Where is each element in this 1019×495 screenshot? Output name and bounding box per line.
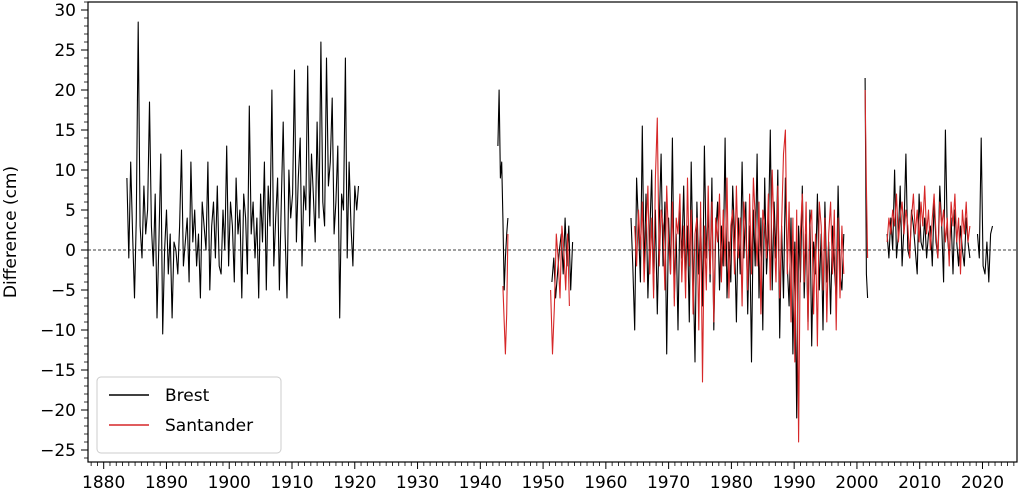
series-line-santander-segment-4 (864, 89, 869, 259)
x-tick-label: 1910 (270, 473, 313, 493)
plot-frame (87, 1, 1018, 463)
legend-box (96, 376, 282, 454)
series-line-santander-segment-3 (634, 117, 845, 443)
x-tick-label: 1930 (396, 473, 439, 493)
legend-label-brest: Brest (165, 386, 210, 406)
y-tick-label: −25 (40, 441, 76, 461)
x-tick-label: 1890 (145, 473, 188, 493)
y-tick-label: −15 (40, 361, 76, 381)
y-tick-label: 5 (65, 201, 76, 221)
y-tick-label: 0 (65, 241, 76, 261)
series-line-santander-segment-5 (886, 185, 971, 275)
y-axis-title: Difference (cm) (1, 166, 21, 298)
y-axis: −25 −20 −15 −10 −5 0 5 10 15 20 25 30 (40, 1, 88, 461)
x-tick-label: 1940 (459, 473, 502, 493)
x-tick-label: 1990 (773, 473, 816, 493)
x-tick-label: 2000 (835, 473, 878, 493)
series-line-santander-segment-2 (550, 225, 570, 355)
x-tick-label: 1970 (647, 473, 690, 493)
y-tick-label: 15 (54, 121, 76, 141)
x-tick-label: 1980 (710, 473, 753, 493)
y-tick-label: −20 (40, 401, 76, 421)
y-tick-label: 30 (54, 1, 76, 21)
x-tick-label: 2010 (898, 473, 941, 493)
x-axis: 1880 1890 1900 1910 1920 1930 1940 1950 1960 1970… (82, 462, 1015, 493)
x-tick-label: 1950 (521, 473, 564, 493)
x-tick-label: 2020 (961, 473, 1004, 493)
legend-label-santander: Santander (165, 416, 253, 436)
legend: Brest Santander (96, 376, 282, 454)
y-tick-label: 25 (54, 41, 76, 61)
y-tick-label: −10 (40, 321, 76, 341)
x-tick-label: 1960 (584, 473, 627, 493)
y-tick-label: 10 (54, 161, 76, 181)
series-line-brest-segment-2 (497, 89, 509, 291)
y-tick-label: 20 (54, 81, 76, 101)
x-tick-label: 1900 (208, 473, 251, 493)
series-line-brest-segment-1 (126, 21, 360, 335)
y-tick-label: −5 (51, 281, 76, 301)
x-tick-label: 1920 (333, 473, 376, 493)
series-layer (126, 21, 994, 443)
series-line-santander-segment-1 (502, 233, 509, 355)
x-tick-label: 1880 (82, 473, 125, 493)
